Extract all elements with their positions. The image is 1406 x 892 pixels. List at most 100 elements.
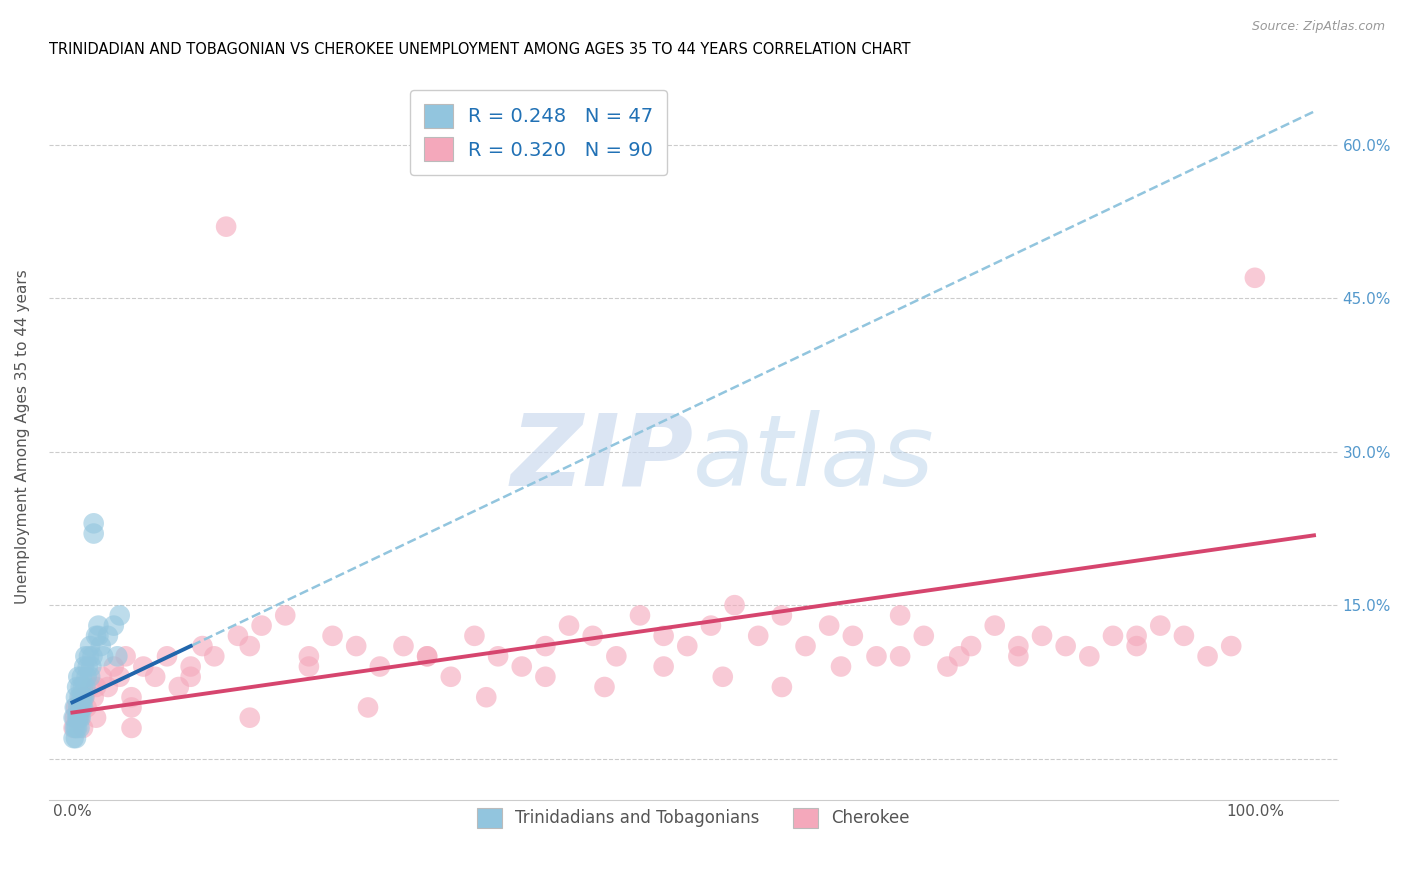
Point [1007,639,1029,653]
Point [143,670,166,684]
Point [63,700,86,714]
Point [1149,618,1171,632]
Text: TRINIDADIAN AND TOBAGONIAN VS CHEROKEE UNEMPLOYMENT AMONG AGES 35 TO 44 YEARS CO: TRINIDADIAN AND TOBAGONIAN VS CHEROKEE U… [49,42,910,57]
Point [103,659,125,673]
Point [628,608,651,623]
Point [534,639,557,653]
Point [1102,629,1125,643]
Point [67,670,90,684]
Text: Source: ZipAtlas.com: Source: ZipAtlas.com [1251,20,1385,33]
Point [121,700,143,714]
Text: ZIP: ZIP [510,409,693,507]
Point [73,690,96,705]
Point [105,649,128,664]
Point [794,639,817,653]
Point [65,690,87,705]
Point [534,670,557,684]
Point [344,639,367,653]
Point [652,659,675,673]
Point [1054,639,1077,653]
Point [108,670,131,684]
Point [103,618,125,632]
Point [948,649,970,664]
Point [605,649,627,664]
Point [91,670,114,684]
Point [84,629,107,643]
Point [582,629,605,643]
Point [463,629,485,643]
Point [700,618,723,632]
Point [84,680,107,694]
Point [66,721,89,735]
Point [1220,639,1243,653]
Point [83,516,105,531]
Point [1197,649,1219,664]
Point [132,659,155,673]
Point [97,629,120,643]
Point [83,526,105,541]
Point [73,659,96,673]
Point [76,670,98,684]
Point [486,649,509,664]
Point [889,608,911,623]
Point [75,680,97,694]
Point [983,618,1005,632]
Point [274,608,297,623]
Point [747,629,769,643]
Point [1007,649,1029,664]
Point [121,721,143,735]
Point [69,721,91,735]
Point [202,649,225,664]
Point [416,649,439,664]
Point [1031,629,1053,643]
Point [69,700,91,714]
Point [70,670,93,684]
Point [67,711,90,725]
Point [1244,270,1267,285]
Point [66,711,89,725]
Point [70,700,93,714]
Point [912,629,935,643]
Point [676,639,699,653]
Point [69,711,91,725]
Point [215,219,238,234]
Point [770,680,793,694]
Point [73,690,96,705]
Point [108,608,131,623]
Point [62,731,84,746]
Point [66,680,89,694]
Point [226,629,249,643]
Point [72,721,94,735]
Point [70,690,93,705]
Point [180,659,202,673]
Point [90,639,112,653]
Point [357,700,380,714]
Point [76,659,98,673]
Point [1125,629,1147,643]
Point [69,690,91,705]
Point [936,659,959,673]
Point [72,700,94,714]
Point [298,659,321,673]
Point [842,629,865,643]
Point [65,700,87,714]
Point [87,618,110,632]
Point [298,649,321,664]
Legend: Trinidadians and Tobagonians, Cherokee: Trinidadians and Tobagonians, Cherokee [470,801,917,835]
Point [76,700,98,714]
Point [97,680,120,694]
Point [65,731,87,746]
Point [167,680,190,694]
Point [114,649,136,664]
Point [82,649,104,664]
Point [818,618,841,632]
Point [711,670,734,684]
Point [1173,629,1195,643]
Point [475,690,498,705]
Point [75,649,97,664]
Point [558,618,581,632]
Point [322,629,344,643]
Point [72,680,94,694]
Point [156,649,179,664]
Point [1078,649,1101,664]
